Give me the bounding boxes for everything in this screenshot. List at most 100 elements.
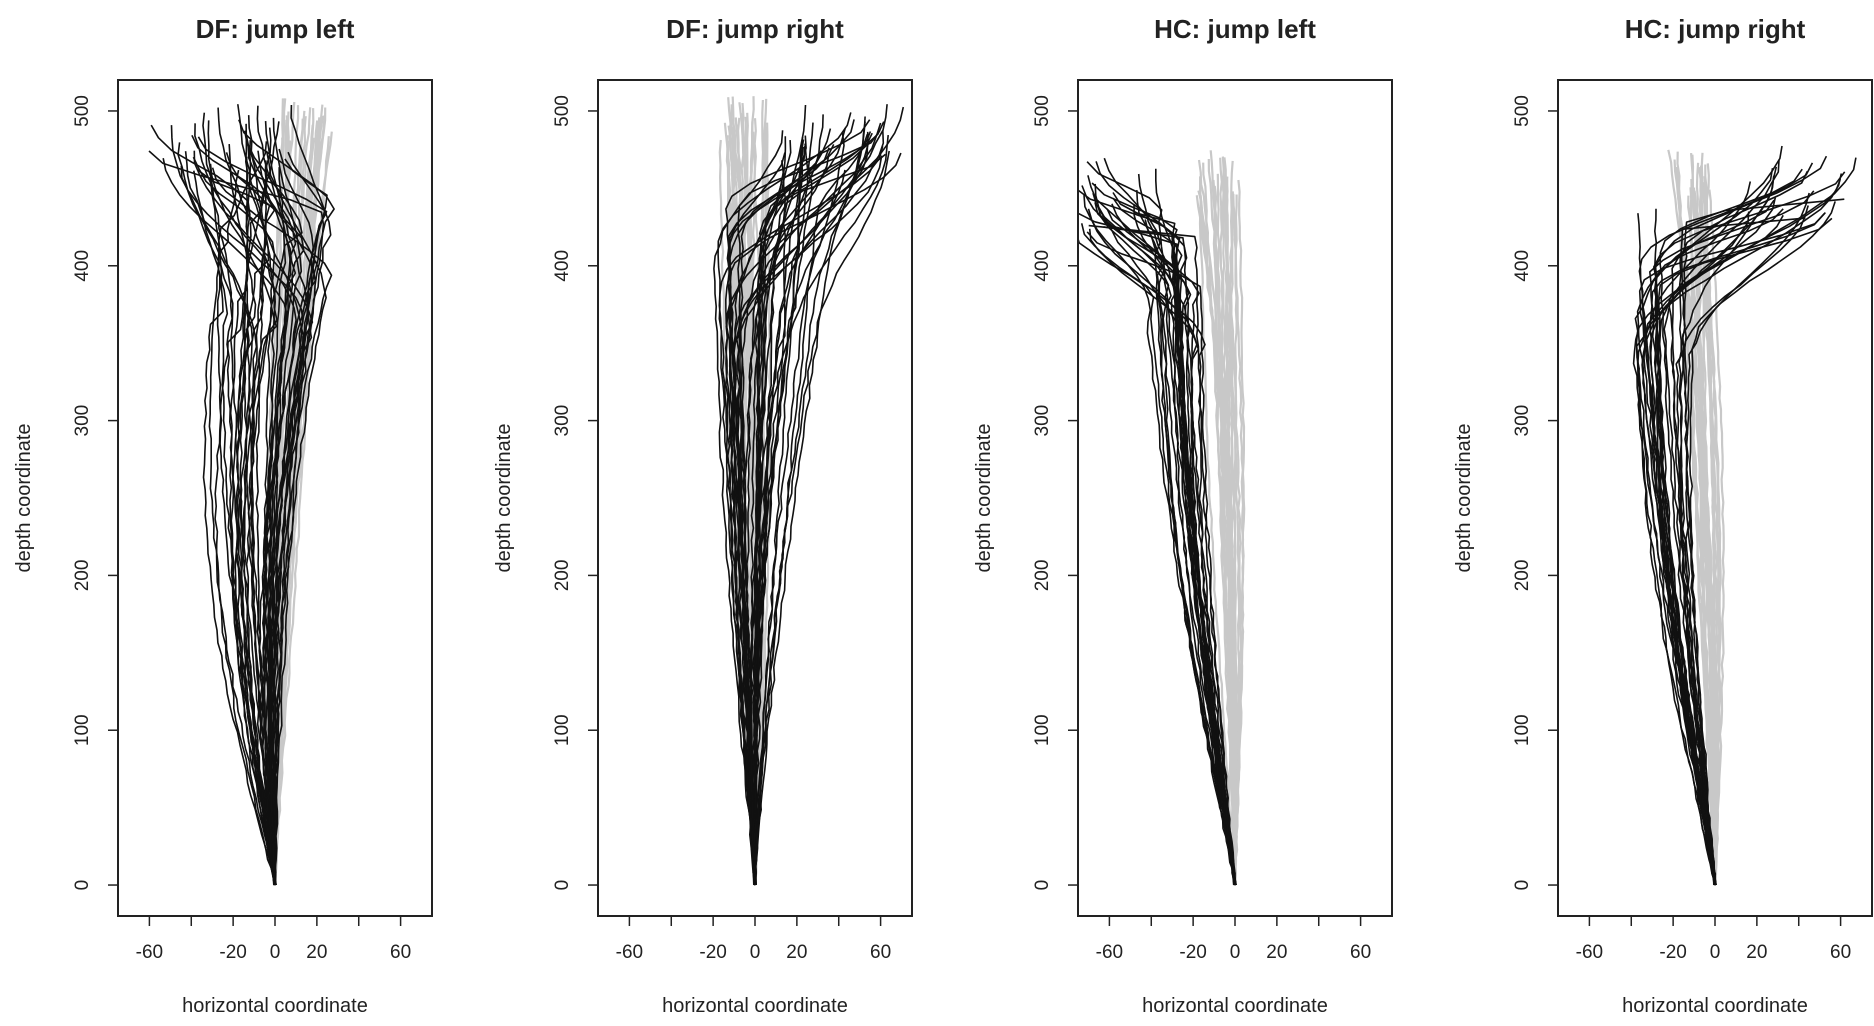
x-tick-label: -20	[1659, 942, 1686, 963]
x-axis-label: horizontal coordinate	[182, 995, 368, 1017]
baseline-trajectory-line	[1700, 152, 1717, 886]
y-tick-label: 300	[1512, 405, 1533, 437]
baseline-trajectory-line	[1212, 179, 1237, 886]
y-tick-label: 300	[552, 405, 573, 437]
jump-trajectory-line	[194, 123, 278, 886]
jump-trajectory-line	[753, 146, 805, 886]
x-tick-label: -60	[1096, 942, 1123, 963]
y-tick-label: 300	[72, 405, 93, 437]
y-tick-label: 500	[72, 95, 93, 127]
jump-trajectory-line	[752, 104, 888, 886]
y-tick-label: 400	[1512, 250, 1533, 282]
x-tick-label: 0	[270, 942, 281, 963]
x-tick-label: 20	[1266, 942, 1287, 963]
jump-trajectory-line	[1653, 171, 1846, 886]
trajectory-group	[1078, 150, 1246, 886]
jump-trajectory-line	[216, 169, 276, 886]
baseline-trajectory-line	[1198, 176, 1236, 886]
jump-trajectory-line	[1078, 235, 1236, 886]
y-tick-label: 0	[1512, 880, 1533, 891]
y-tick-label: 400	[72, 250, 93, 282]
x-tick-label: -20	[1179, 942, 1206, 963]
jump-trajectory-line	[225, 152, 305, 886]
chart-panel-1: DF: jump left -60 -20 0 20 60 0 100 200 300 400 500…	[13, 14, 433, 1017]
trajectory-group	[1632, 145, 1857, 886]
y-tick-label: 200	[1512, 560, 1533, 592]
y-tick-label: 200	[72, 560, 93, 592]
jump-trajectory-line	[208, 141, 277, 886]
jump-trajectory-line	[754, 132, 845, 886]
jump-trajectory-line	[1103, 157, 1236, 886]
jump-trajectory-line	[180, 165, 304, 886]
y-tick-label: 0	[552, 880, 573, 891]
x-tick-label: 0	[1710, 942, 1721, 963]
jump-trajectory-line	[1689, 201, 1836, 886]
y-tick-label: 0	[1032, 880, 1053, 891]
y-tick-label: 100	[552, 714, 573, 746]
chart-panel-2: DF: jump right -60 -20 0 20 60 0 100 200 300 400 50…	[493, 14, 913, 1017]
jump-trajectory-line	[1088, 224, 1236, 886]
chart-panel-4: HC: jump right -60 -20 0 20 60 0 100 200 300 400 50…	[1453, 14, 1873, 1017]
jump-trajectory-line	[245, 115, 278, 886]
x-axis-label: horizontal coordinate	[662, 995, 848, 1017]
jump-trajectory-line	[1683, 198, 1845, 886]
jump-trajectory-line	[1083, 195, 1235, 886]
jump-trajectory-line	[752, 128, 832, 886]
jump-trajectory-line	[256, 105, 292, 886]
jump-trajectory-line	[753, 153, 830, 886]
y-axis-label: depth coordinate	[973, 423, 995, 572]
x-tick-label: 20	[786, 942, 807, 963]
x-axis-label: horizontal coordinate	[1142, 995, 1328, 1017]
x-tick-label: 20	[306, 942, 327, 963]
baseline-trajectory-line	[1708, 189, 1725, 886]
panel-title: DF: jump right	[666, 14, 844, 44]
jump-trajectory-line	[1638, 162, 1814, 886]
x-tick-label: 60	[390, 942, 411, 963]
jump-trajectory-line	[1659, 168, 1803, 886]
jump-trajectory-line	[735, 155, 883, 886]
y-tick-label: 500	[1032, 95, 1053, 127]
jump-trajectory-line	[202, 120, 276, 886]
y-tick-label: 0	[72, 880, 93, 891]
baseline-trajectory-line	[1703, 184, 1718, 886]
jump-trajectory-line	[753, 121, 866, 886]
jump-trajectory-line	[741, 160, 784, 886]
x-tick-label: -60	[616, 942, 643, 963]
jump-trajectory-line	[750, 146, 806, 886]
x-tick-label: 0	[750, 942, 761, 963]
y-axis-label: depth coordinate	[13, 423, 35, 572]
baseline-trajectory-line	[1232, 194, 1238, 886]
y-tick-label: 200	[1032, 560, 1053, 592]
y-tick-label: 100	[1032, 714, 1053, 746]
x-tick-label: -20	[219, 942, 246, 963]
y-tick-label: 500	[552, 95, 573, 127]
jump-trajectory-line	[1678, 217, 1806, 886]
x-tick-label: 60	[1830, 942, 1851, 963]
y-axis-label: depth coordinate	[493, 423, 515, 572]
jump-trajectory-line	[754, 131, 872, 886]
jump-trajectory-line	[264, 121, 313, 885]
trajectory-group	[713, 96, 905, 886]
jump-trajectory-line	[1081, 185, 1236, 886]
chart-panel-3: HC: jump left -60 -20 0 20 60 0 100 200 300 400 500…	[973, 14, 1393, 1017]
jump-trajectory-line	[754, 116, 866, 886]
y-tick-label: 100	[1512, 714, 1533, 746]
jump-trajectory-line	[202, 112, 277, 886]
x-tick-label: 60	[870, 942, 891, 963]
panel-title: DF: jump left	[196, 14, 355, 44]
jump-trajectory-line	[191, 134, 276, 886]
baseline-trajectory-line	[1227, 160, 1237, 886]
x-tick-label: -60	[136, 942, 163, 963]
jump-trajectory-line	[713, 130, 784, 886]
y-tick-label: 100	[72, 714, 93, 746]
y-tick-label: 300	[1032, 405, 1053, 437]
x-axis-label: horizontal coordinate	[1622, 995, 1808, 1017]
baseline-trajectory-line	[1676, 170, 1717, 886]
x-tick-label: 20	[1746, 942, 1767, 963]
jump-trajectory-line	[717, 112, 852, 886]
jump-trajectory-line	[1635, 211, 1750, 886]
jump-trajectory-line	[1087, 175, 1236, 886]
x-tick-label: 0	[1230, 942, 1241, 963]
panel-title: HC: jump right	[1625, 14, 1806, 44]
x-tick-label: -60	[1576, 942, 1603, 963]
